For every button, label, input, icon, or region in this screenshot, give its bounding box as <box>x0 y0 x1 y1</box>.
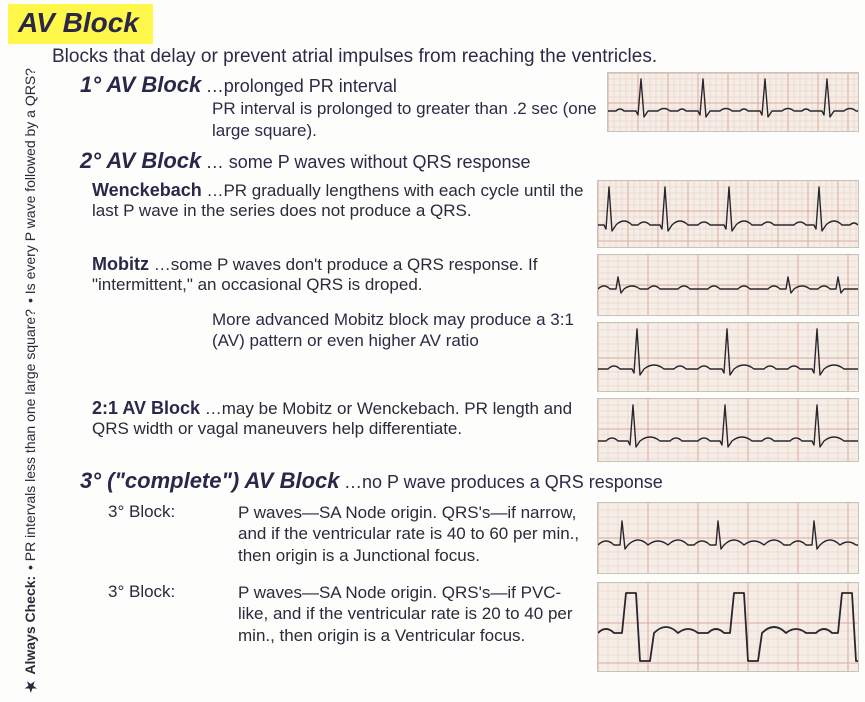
wenckebach-row: Wenckebach …PR gradually lengthens with … <box>52 180 859 248</box>
mobitz-row: Mobitz …some P waves don't produce a QRS… <box>52 254 859 392</box>
ecg-mobitz-intermittent <box>597 254 859 316</box>
sidebar-check-1: • PR intervals less than one large squar… <box>21 309 39 570</box>
mobitz-desc-2: More advanced Mobitz block may produce a… <box>212 309 587 353</box>
wenckebach-label: Wenckebach <box>92 180 202 200</box>
sidebar-always-check: ★ Always Check: • PR intervals less than… <box>8 60 52 694</box>
third-row2-label: 3° Block: <box>108 582 228 672</box>
first-degree-tail: …prolonged PR interval <box>206 76 397 96</box>
third-ventricular-row: 3° Block: P waves—SA Node origin. QRS's—… <box>108 582 859 672</box>
ecg-wenckebach <box>597 180 859 248</box>
ecg-two-to-one <box>597 398 859 462</box>
first-degree-desc: PR interval is prolonged to greater than… <box>212 98 597 142</box>
third-row1-label: 3° Block: <box>108 502 228 574</box>
third-row2-desc: P waves—SA Node origin. QRS's—if PVC-lik… <box>238 582 587 672</box>
always-check-label: ★ Always Check: <box>22 576 38 694</box>
mobitz-desc-1: …some P waves don't produce a QRS respon… <box>92 255 537 294</box>
mobitz-label: Mobitz <box>92 254 149 274</box>
first-degree-head: 1° AV Block <box>80 72 201 97</box>
second-degree-tail: … some P waves without QRS response <box>206 152 531 172</box>
ecg-third-ventricular <box>597 582 859 672</box>
third-degree-tail: …no P wave produces a QRS response <box>344 472 663 492</box>
two-to-one-row: 2:1 AV Block …may be Mobitz or Wenckebac… <box>52 398 859 462</box>
first-degree-row: 1° AV Block …prolonged PR interval PR in… <box>52 72 859 142</box>
third-degree-head: 3° ("complete") AV Block <box>80 468 340 493</box>
ecg-first-degree <box>607 72 859 132</box>
third-row1-desc: P waves—SA Node origin. QRS's—if narrow,… <box>238 502 587 574</box>
second-degree-head: 2° AV Block <box>80 148 201 173</box>
ecg-mobitz-advanced <box>597 322 859 392</box>
sidebar-check-2: • Is every P wave followed by a QRS? <box>21 68 39 303</box>
two-to-one-label: 2:1 AV Block <box>92 398 200 418</box>
ecg-third-junctional <box>597 502 859 574</box>
page-subtitle: Blocks that delay or prevent atrial impu… <box>52 46 859 68</box>
page-title: AV Block <box>8 4 153 44</box>
main-content: AV Block Blocks that delay or prevent at… <box>52 4 859 696</box>
third-junctional-row: 3° Block: P waves—SA Node origin. QRS's—… <box>108 502 859 574</box>
